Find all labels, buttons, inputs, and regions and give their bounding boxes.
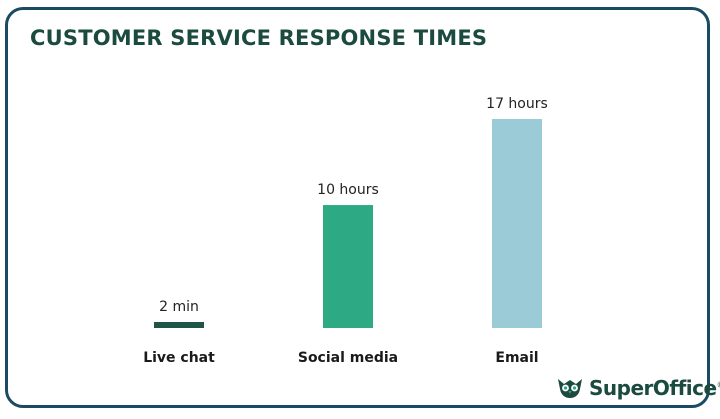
owl-icon — [558, 379, 582, 398]
category-label: Email — [495, 350, 538, 366]
bar-social-media — [323, 205, 373, 328]
bar-live-chat — [154, 322, 204, 328]
data-label: 17 hours — [486, 96, 548, 112]
category-label: Live chat — [143, 350, 215, 366]
category-label: Social media — [298, 350, 398, 366]
registered-mark: ® — [717, 380, 720, 389]
brand-name: SuperOffice® — [589, 376, 720, 400]
data-label: 10 hours — [317, 182, 379, 198]
chart-title: CUSTOMER SERVICE RESPONSE TIMES — [30, 26, 488, 50]
brand-logo: SuperOffice® — [555, 376, 720, 400]
data-label: 2 min — [159, 299, 199, 315]
bar-email — [492, 119, 542, 328]
